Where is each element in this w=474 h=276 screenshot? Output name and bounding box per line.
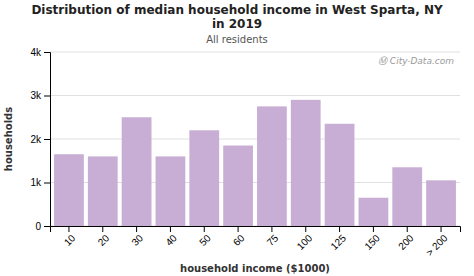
x-tick-mark [407,226,408,232]
y-axis-title: households [3,107,14,171]
bar [426,180,456,226]
grid-line [50,139,460,140]
y-tick-label: 2k [30,134,42,145]
x-tick-mark [204,226,205,232]
grid-line [50,52,460,53]
x-tick: 75 [265,226,281,248]
x-tick-label: 40 [163,232,179,248]
y-tick: 0 [35,221,50,232]
y-tick: 4k [30,47,50,58]
x-tick: 50 [197,226,213,248]
y-tick-mark [44,226,50,227]
x-axis-line [51,227,461,233]
y-tick-label: 4k [30,47,42,58]
x-tick-mark [102,226,103,232]
title-line: in 2019 [212,17,262,31]
bar [392,167,422,226]
annotation: Ⓜ City-Data.com [378,56,454,66]
bar [325,124,355,226]
y-tick-label: 1k [30,177,42,188]
x-tick-mark [339,226,340,232]
bar [156,156,186,226]
x-tick-mark [170,226,171,232]
y-axis-line [44,53,51,227]
x-axis: 10 20 30 40 50 60 75 100 125 150 200 > 200 [51,226,461,258]
y-tick-mark [44,183,50,184]
y-tick-mark [44,52,50,53]
title: Distribution of median household income … [31,3,443,31]
x-tick-label: 50 [197,232,213,248]
x-tick-label: > 200 [424,232,450,258]
bar [291,100,321,226]
x-tick-mark [238,226,239,232]
grid-line [50,95,460,96]
x-tick: 20 [96,226,112,248]
x-tick-label: 200 [396,232,416,252]
bar [54,154,84,226]
title-line: Distribution of median household income … [31,3,443,17]
x-tick-mark [136,226,137,232]
bar [223,146,253,226]
x-tick-mark [271,226,272,232]
x-tick: 200 [396,226,416,252]
grid [50,52,460,226]
bar [359,198,389,226]
x-tick-mark [441,226,442,232]
x-tick-label: 30 [129,232,145,248]
subtitle: All residents [206,34,268,45]
y-tick-mark [44,139,50,140]
x-tick: 60 [231,226,247,248]
chart: Distribution of median household income … [0,0,474,276]
bar [257,106,287,226]
x-tick: 30 [129,226,145,248]
y-tick: 3k [30,90,50,101]
y-tick: 2k [30,134,50,145]
marks [54,100,456,226]
y-tick: 1k [30,177,50,188]
x-tick: 100 [295,226,315,252]
x-tick: > 200 [424,226,450,258]
x-tick-mark [68,226,69,232]
x-tick-label: 10 [62,232,78,248]
x-tick: 10 [62,226,78,248]
x-tick-label: 150 [362,232,382,252]
plot: 0 1k 2k 3k 4k 10 20 30 40 50 60 75 100 125 150 200 > 200… [30,47,460,258]
bar [122,117,152,226]
x-tick: 125 [328,226,348,252]
y-tick-label: 0 [35,221,41,232]
x-tick-label: 20 [96,232,112,248]
bar [88,156,118,226]
x-tick-label: 60 [231,232,247,248]
x-tick-label: 100 [295,232,315,252]
x-tick-label: 125 [328,232,348,252]
y-tick-mark [44,96,50,97]
y-axis: 0 1k 2k 3k 4k [30,47,50,232]
y-tick-label: 3k [30,90,42,101]
x-tick: 150 [362,226,382,252]
bar [189,130,219,226]
x-tick-mark [373,226,374,232]
x-axis-title: household income ($1000) [180,263,330,274]
x-tick-label: 75 [265,232,281,248]
x-tick: 40 [163,226,179,248]
x-tick-mark [305,226,306,232]
